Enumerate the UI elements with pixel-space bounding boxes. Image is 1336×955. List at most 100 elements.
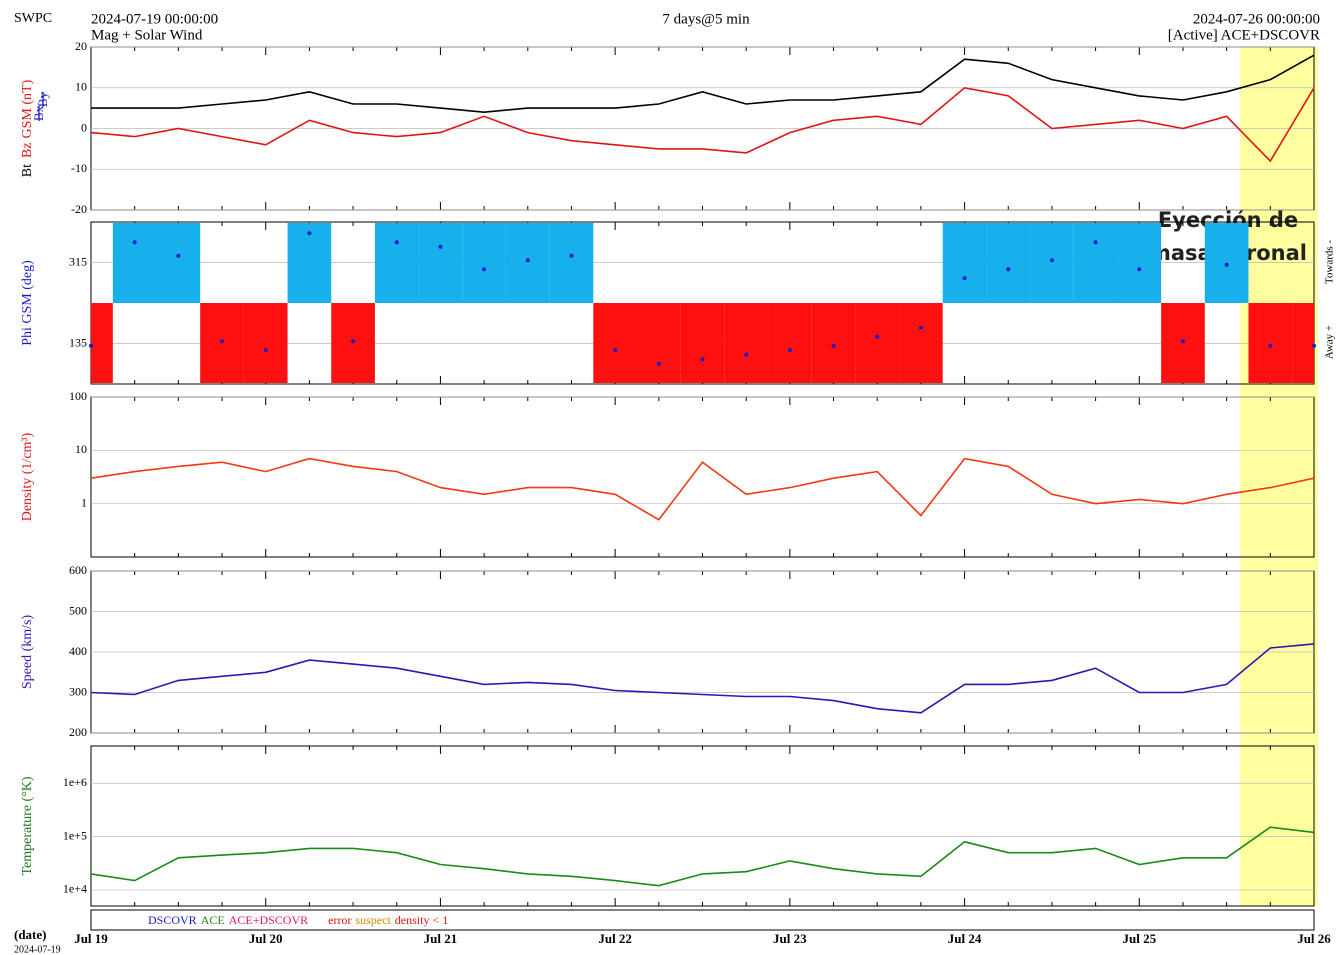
x-tick-label: Jul 26 xyxy=(1297,931,1331,946)
data-point xyxy=(132,240,137,245)
x-tick-label: Jul 22 xyxy=(598,931,632,946)
sector-band xyxy=(724,303,769,383)
data-point xyxy=(438,244,443,249)
data-point xyxy=(613,348,618,353)
legend-entry: DSCOVR xyxy=(148,913,197,927)
data-point xyxy=(525,258,530,263)
y-axis-label: Bt Bz GSM (nT) xyxy=(20,79,35,177)
y-tick-label: 20 xyxy=(75,39,87,53)
y-tick-label: 135 xyxy=(69,335,87,349)
data-line xyxy=(90,826,1315,887)
sector-band xyxy=(418,223,463,303)
data-line xyxy=(90,86,1315,163)
sector-band xyxy=(1073,223,1118,303)
data-point xyxy=(787,348,792,353)
sector-band xyxy=(768,303,812,383)
sector-band xyxy=(593,303,637,383)
data-line xyxy=(90,643,1315,714)
crossed-label: Bx xyxy=(31,105,46,121)
y-axis-label: Speed (km/s) xyxy=(20,615,35,690)
sector-band xyxy=(91,303,113,383)
data-point xyxy=(307,231,312,236)
y-tick-label: 10 xyxy=(75,442,87,456)
legend-entry: Bt xyxy=(20,164,35,177)
x-tick-label: Jul 21 xyxy=(424,931,458,946)
start-time: 2024-07-19 00:00:00 xyxy=(91,11,218,27)
data-point xyxy=(656,361,661,366)
data-line xyxy=(90,457,1315,521)
data-point xyxy=(962,276,967,281)
span: 7 days@5 min xyxy=(662,11,750,27)
data-point xyxy=(744,352,749,357)
sector-band xyxy=(986,223,1031,303)
x-tick-label: Jul 19 xyxy=(74,931,108,946)
sector-band xyxy=(680,303,725,383)
data-point xyxy=(1137,267,1142,272)
data-point xyxy=(569,253,574,258)
sector-band xyxy=(112,223,157,303)
status: [Active] ACE+DSCOVR xyxy=(1168,27,1320,43)
end-time: 2024-07-26 00:00:00 xyxy=(1193,11,1320,27)
y-tick-label: 300 xyxy=(69,684,87,698)
data-line xyxy=(91,54,1315,114)
legend-box xyxy=(90,909,1315,931)
y-tick-label: 1 xyxy=(81,495,87,509)
y-axis-label: Temperature (°K) xyxy=(20,776,35,875)
sector-band xyxy=(549,223,594,303)
data-point xyxy=(1312,343,1316,348)
sector-band xyxy=(636,303,681,383)
sector-band xyxy=(1030,223,1074,303)
data-point xyxy=(1224,262,1229,267)
legend-entry: ACE+DSCOVR xyxy=(229,913,308,927)
sector-band xyxy=(374,223,419,303)
data-point xyxy=(176,253,181,258)
legend-entry: ACE xyxy=(201,913,225,927)
sector-band xyxy=(1248,303,1293,383)
y-tick-label: 100 xyxy=(69,389,87,403)
data-point xyxy=(89,343,93,348)
y-tick-label: 0 xyxy=(81,120,87,134)
y-tick-label: -20 xyxy=(71,202,87,216)
sector-band xyxy=(462,223,506,303)
x-tick-label: Jul 23 xyxy=(773,931,807,946)
side-label: Away + xyxy=(1324,325,1336,359)
data-point xyxy=(918,325,923,330)
sector-band xyxy=(243,303,288,383)
legend-entry: error xyxy=(328,913,351,927)
y-axis-label: Phi GSM (deg) xyxy=(20,260,35,346)
y-tick-label: 315 xyxy=(69,254,87,268)
data-point xyxy=(351,339,356,344)
data-point xyxy=(875,334,880,339)
sector-band xyxy=(156,223,201,303)
data-point xyxy=(1006,267,1011,272)
y-tick-label: 1e+4 xyxy=(63,882,87,896)
y-tick-label: 500 xyxy=(69,603,87,617)
x-tick-label: Jul 25 xyxy=(1122,931,1156,946)
source: SWPC xyxy=(14,11,52,26)
data-point xyxy=(482,267,487,272)
legend-entry: suspect xyxy=(355,913,391,927)
y-tick-label: 1e+5 xyxy=(63,828,87,842)
legend-entry: Bz xyxy=(20,142,35,158)
x-start-label: 2024-07-19 xyxy=(14,944,61,955)
y-tick-label: 600 xyxy=(69,563,87,577)
crossed-label: By xyxy=(35,91,50,107)
highlight xyxy=(1240,47,1318,906)
legend-entry: density < 1 xyxy=(395,913,448,927)
data-point xyxy=(1180,339,1185,344)
panel-frame xyxy=(90,745,1315,907)
data-point xyxy=(263,348,268,353)
y-tick-label: 400 xyxy=(69,644,87,658)
subtitle: Mag + Solar Wind xyxy=(91,27,203,43)
sector-band xyxy=(855,303,900,383)
data-point xyxy=(1049,258,1054,263)
data-point xyxy=(394,240,399,245)
panel-frame xyxy=(90,396,1315,558)
y-tick-label: 200 xyxy=(69,725,87,739)
data-point xyxy=(220,339,225,344)
sector-band xyxy=(811,303,856,383)
data-point xyxy=(831,343,836,348)
sector-band xyxy=(1292,303,1314,383)
